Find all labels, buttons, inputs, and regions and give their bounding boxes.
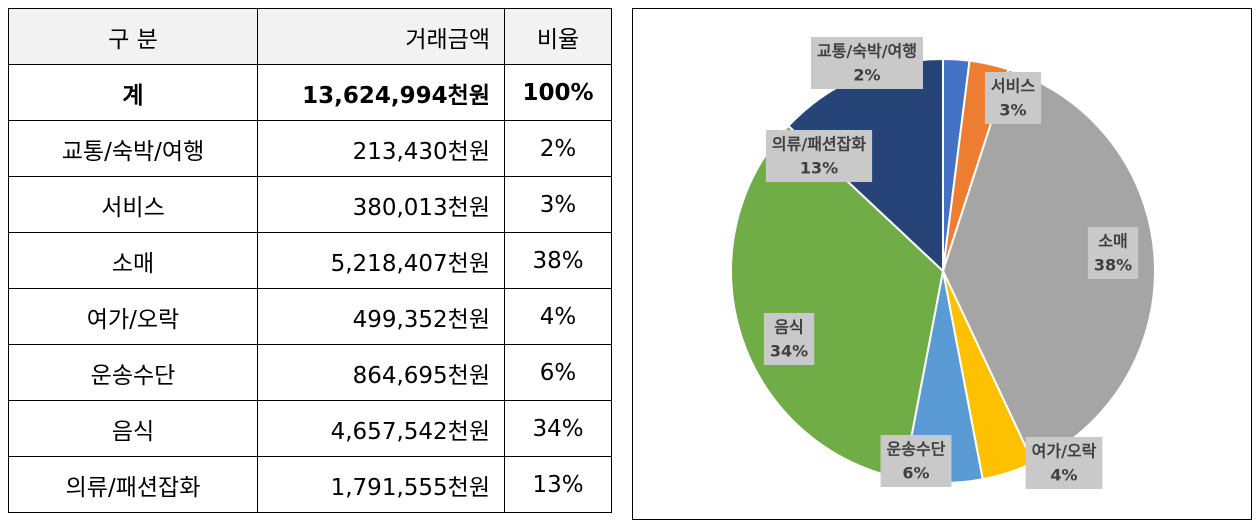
pie-chart: 교통/숙박/여행 2% 서비스 3% 소매 38% 여가/오락 4% 운송수단 6% 음식 34% 의류… bbox=[632, 8, 1252, 520]
label-box bbox=[1025, 437, 1103, 489]
table-cell: 교통/숙박/여행 bbox=[8, 120, 258, 177]
table-cell: 100% bbox=[504, 64, 612, 121]
table-cell: 38% bbox=[504, 232, 612, 289]
data-label: 의류/패션잡화 13% bbox=[765, 130, 873, 182]
data-label: 운송수단 6% bbox=[880, 435, 952, 487]
total-row: 계 13,624,994천원 100% bbox=[8, 64, 612, 121]
slice-category: 소매 bbox=[1098, 232, 1127, 251]
table-cell: 380,013천원 bbox=[257, 176, 505, 233]
table-row: 음식 4,657,542천원 34% bbox=[8, 400, 612, 457]
table-cell: 5,218,407천원 bbox=[257, 232, 505, 289]
table-row: 의류/패션잡화 1,791,555천원 13% bbox=[8, 456, 612, 513]
label-box bbox=[763, 313, 815, 365]
slice-category: 교통/숙박/여행 bbox=[817, 42, 917, 61]
table-cell: 34% bbox=[504, 400, 612, 457]
slice-percent: 6% bbox=[902, 464, 929, 483]
label-box bbox=[765, 130, 873, 182]
pie-slice bbox=[730, 124, 945, 481]
slice-category: 의류/패션잡화 bbox=[772, 135, 866, 154]
data-table: 구 분 거래금액 비율 계 13,624,994천원 100% 교통/숙박/여행 213,43… bbox=[8, 8, 612, 513]
slice-category: 서비스 bbox=[991, 77, 1035, 96]
table-cell: 의류/패션잡화 bbox=[8, 456, 258, 513]
data-label: 여가/오락 4% bbox=[1025, 437, 1103, 489]
label-box bbox=[1087, 227, 1139, 279]
table-cell: 13% bbox=[504, 456, 612, 513]
table-cell: 서비스 bbox=[8, 176, 258, 233]
slice-percent: 13% bbox=[800, 159, 838, 178]
label-box bbox=[984, 72, 1042, 124]
table-cell: 2% bbox=[504, 120, 612, 177]
table-row: 운송수단 864,695천원 6% bbox=[8, 344, 612, 401]
table-cell: 213,430천원 bbox=[257, 120, 505, 177]
table-cell: 음식 bbox=[8, 400, 258, 457]
table-cell: 운송수단 bbox=[8, 344, 258, 401]
header-cell: 거래금액 bbox=[257, 8, 505, 65]
header-cell: 비율 bbox=[504, 8, 612, 65]
table-cell: 13,624,994천원 bbox=[257, 64, 505, 121]
table-cell: 1,791,555천원 bbox=[257, 456, 505, 513]
slice-percent: 34% bbox=[770, 342, 808, 361]
slice-percent: 38% bbox=[1094, 256, 1132, 275]
data-label: 음식 34% bbox=[763, 313, 815, 365]
slice-category: 운송수단 bbox=[887, 440, 946, 459]
data-label: 서비스 3% bbox=[984, 72, 1042, 124]
table-cell: 3% bbox=[504, 176, 612, 233]
table-row: 여가/오락 499,352천원 4% bbox=[8, 288, 612, 345]
slice-category: 여가/오락 bbox=[1032, 442, 1097, 461]
label-box bbox=[810, 37, 924, 89]
header-cell: 구 분 bbox=[8, 8, 258, 65]
data-label: 교통/숙박/여행 2% bbox=[810, 37, 924, 89]
table-cell: 864,695천원 bbox=[257, 344, 505, 401]
table-row: 교통/숙박/여행 213,430천원 2% bbox=[8, 120, 612, 177]
data-label: 소매 38% bbox=[1087, 227, 1139, 279]
table-cell: 4% bbox=[504, 288, 612, 345]
header-row: 구 분 거래금액 비율 bbox=[8, 8, 612, 65]
slice-percent: 4% bbox=[1050, 466, 1077, 485]
table-cell: 소매 bbox=[8, 232, 258, 289]
slice-percent: 3% bbox=[999, 101, 1026, 120]
table-cell: 499,352천원 bbox=[257, 288, 505, 345]
table-row: 서비스 380,013천원 3% bbox=[8, 176, 612, 233]
slice-percent: 2% bbox=[853, 66, 880, 85]
slice-category: 음식 bbox=[774, 318, 803, 337]
table-cell: 6% bbox=[504, 344, 612, 401]
table-cell: 4,657,542천원 bbox=[257, 400, 505, 457]
pie-slice bbox=[941, 68, 1156, 465]
table-row: 소매 5,218,407천원 38% bbox=[8, 232, 612, 289]
table-cell: 계 bbox=[8, 64, 258, 121]
label-box bbox=[880, 435, 952, 487]
table-cell: 여가/오락 bbox=[8, 288, 258, 345]
